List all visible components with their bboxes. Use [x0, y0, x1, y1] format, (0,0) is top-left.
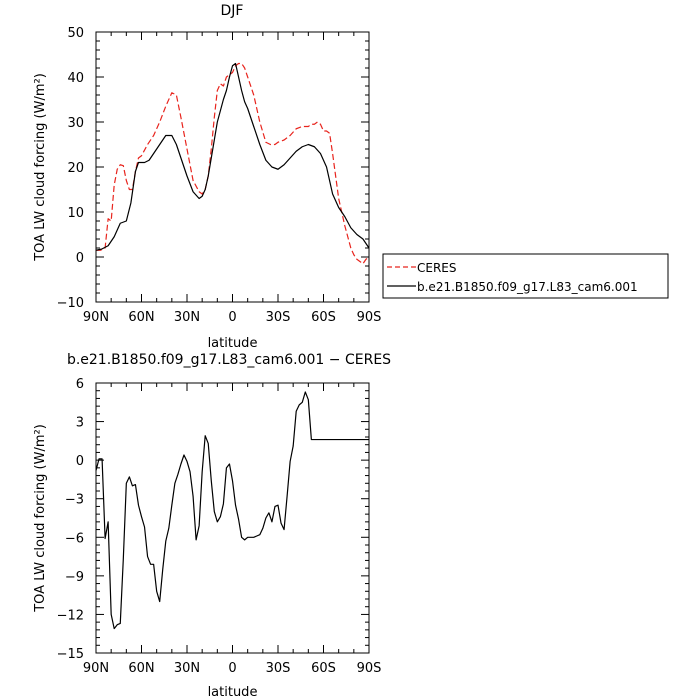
y-tick-label: 50 — [67, 26, 84, 41]
y-tick-label: 6 — [76, 377, 84, 392]
legend-label: b.e21.B1850.f09_g17.L83_cam6.001 — [417, 280, 638, 294]
x-tick-label: 60N — [128, 310, 154, 325]
x-tick-label: 30S — [266, 310, 291, 325]
y-tick-label: 10 — [67, 206, 84, 221]
x-axis-label: latitude — [208, 685, 258, 700]
x-tick-label: 90S — [357, 310, 382, 325]
y-tick-label: 3 — [76, 416, 84, 431]
chart-panel-bottom: b.e21.B1850.f09_g17.L83_cam6.001 − CERES… — [33, 352, 391, 700]
x-axis-label: latitude — [208, 336, 258, 351]
legend: CERES b.e21.B1850.f09_g17.L83_cam6.001 — [382, 253, 669, 299]
chart-title: DJF — [221, 3, 244, 19]
series-line-difference — [95, 391, 369, 630]
chart-panel-top: DJF 90N 60N 30N 0 30S 60S 90S −10 0 10 20 30 40 50 lati… — [33, 3, 381, 351]
chart-title: b.e21.B1850.f09_g17.L83_cam6.001 − CERES — [67, 352, 391, 368]
x-tick-label: 60S — [311, 310, 336, 325]
x-tick-label: 90S — [357, 661, 382, 676]
x-tick-label: 90N — [83, 310, 109, 325]
y-axis-label: TOA LW cloud forcing (W/m²) — [33, 424, 48, 613]
y-tick-label: −9 — [65, 570, 84, 585]
y-tick-label: 30 — [67, 116, 84, 131]
x-tick-label: 30N — [174, 661, 200, 676]
y-axis-label: TOA LW cloud forcing (W/m²) — [33, 73, 48, 262]
x-tick-label: 60S — [311, 661, 336, 676]
y-tick-label: 20 — [67, 161, 84, 176]
legend-box — [382, 253, 669, 299]
x-tick-label: 60N — [128, 661, 154, 676]
x-tick-label: 0 — [228, 661, 236, 676]
y-tick-label: 0 — [76, 454, 84, 469]
legend-label: CERES — [417, 261, 457, 275]
y-tick-label: 0 — [76, 251, 84, 266]
series-line-b-e21-b1850-f09-g17-l83-cam6-001 — [95, 62, 370, 251]
y-tick-label: −6 — [65, 531, 84, 546]
x-tick-label: 0 — [228, 310, 236, 325]
y-tick-label: −12 — [57, 608, 84, 623]
y-tick-label: −10 — [57, 296, 84, 311]
x-tick-label: 90N — [83, 661, 109, 676]
y-tick-label: 40 — [67, 71, 84, 86]
x-tick-label: 30S — [266, 661, 291, 676]
series-line-ceres — [96, 62, 370, 265]
y-tick-label: −3 — [65, 493, 84, 508]
x-tick-label: 30N — [174, 310, 200, 325]
y-tick-label: −15 — [57, 647, 84, 662]
plot-frame — [95, 382, 370, 654]
